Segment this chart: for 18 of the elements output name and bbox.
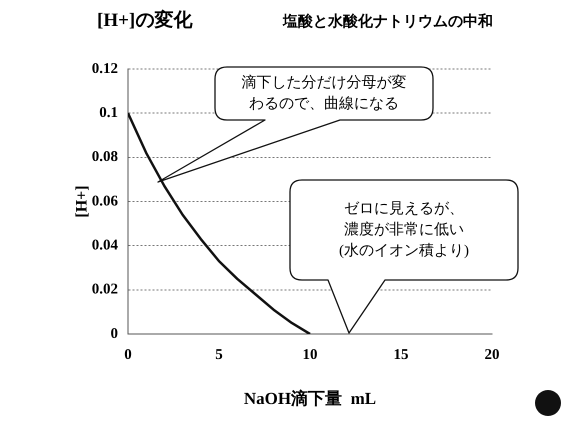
y-tick-label: 0.1 (99, 105, 118, 122)
y-tick-label: 0.04 (92, 238, 118, 254)
y-tick-label: 0.08 (92, 149, 118, 166)
x-tick-label: 15 (394, 346, 408, 363)
annotation: 滴下した分だけ分母が変わるので、曲線になる (240, 73, 408, 114)
x-tick-label: 0 (124, 346, 132, 363)
y-tick-label: 0.02 (92, 282, 118, 298)
chart-title: [H+]の変化 (97, 9, 194, 31)
annotation: ゼロに見えるが、濃度が非常に低い(水のイオン積より) (338, 200, 470, 260)
chart-subtitle: 塩酸と水酸化ナトリウムの中和 (282, 13, 493, 30)
x-tick-label: 10 (302, 346, 318, 363)
x-axis-title: NaOH滴下量 mL (244, 389, 376, 408)
x-tick-label: 5 (215, 346, 223, 363)
y-tick-label: 0.12 (92, 60, 118, 77)
y-tick-label: 0.06 (92, 193, 118, 210)
y-tick-label: 0 (110, 326, 118, 342)
y-axis-title: [H+] (74, 185, 91, 218)
x-tick-label: 20 (484, 346, 500, 363)
